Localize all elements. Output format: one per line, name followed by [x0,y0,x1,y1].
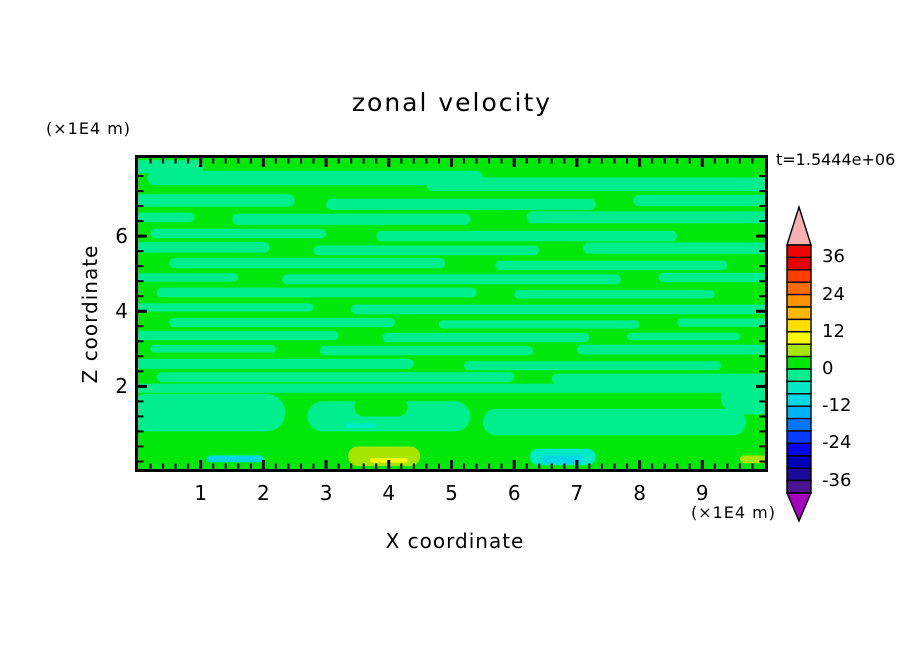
y-tick-label: 6 [115,224,128,249]
x-tick-label: 8 [633,481,646,505]
colorbar-segment [786,393,812,407]
x-axis-title: X coordinate [385,529,525,553]
contour-band [348,446,421,466]
contour-band [514,290,715,299]
colorbar-segment [786,380,812,395]
y-axis-unit-label: (×1E4 m) [46,119,132,138]
colorbar-over-arrow [786,205,812,246]
colorbar-segment [786,479,812,494]
contour-band [438,320,640,329]
contour-band [169,258,446,269]
y-tick-label: 4 [115,299,128,324]
timestamp-label: t=1.5444e+06 [776,150,896,169]
contour-field-svg [138,158,765,469]
colorbar-segment [786,455,812,469]
contour-band [138,383,765,393]
contour-band [551,373,765,385]
contour-band [542,455,584,464]
colorbar: 36 24 12 0 -12 -24 -36 [786,205,876,525]
contour-band [351,304,765,315]
chart-title: zonal velocity [351,88,553,117]
colorbar-label: 12 [822,320,845,342]
contour-band [721,380,765,415]
contour-plot-area [135,155,768,472]
contour-band [138,212,195,223]
x-tick-label: 3 [319,481,333,505]
contour-band [464,361,722,371]
x-tick-label: 9 [695,481,709,505]
contour-band [658,272,765,282]
contour-band [583,242,765,254]
colorbar-segment [786,467,812,482]
colorbar-segment [786,244,812,259]
x-tick-label: 6 [507,481,521,505]
colorbar-segment [786,318,812,333]
colorbar-label: -36 [822,469,852,491]
contour-band [138,331,339,341]
contour-band [677,318,765,327]
colorbar-segment [786,442,812,457]
x-tick-label: 7 [570,481,584,505]
colorbar-label: 24 [822,283,845,305]
contour-band [156,372,515,382]
contour-band [326,198,596,210]
contour-band [627,332,740,341]
contour-band [156,287,477,298]
contour-band [138,303,314,312]
contour-band [206,455,264,463]
contour-band [344,423,377,429]
x-tick-label: 5 [445,481,458,505]
contour-band [169,318,396,328]
colorbar-segment [786,430,812,445]
colorbar-segment [786,306,812,321]
contour-band [382,333,590,343]
contour-band [376,230,678,242]
colorbar-segment [786,417,812,432]
contour-band [354,397,408,417]
colorbar-segment [786,281,812,296]
contour-band [150,345,276,353]
colorbar-segment [786,343,812,358]
colorbar-label: -12 [822,395,852,417]
contour-band [495,260,728,271]
y-tick-label: 2 [115,374,128,399]
contour-band [232,213,471,225]
contour-band [282,274,621,285]
contour-band [150,228,327,239]
colorbar-under-arrow [786,492,813,523]
contour-band [138,358,414,369]
contour-band [426,177,765,192]
contour-band [147,170,483,186]
contour-band [526,211,765,224]
colorbar-label: 0 [822,358,834,379]
x-tick-label: 2 [257,481,270,505]
colorbar-segment [786,355,812,370]
colorbar-segment [786,405,812,420]
x-axis-unit-label: (×1E4 m) [690,503,776,522]
colorbar-label: -24 [822,432,852,454]
contour-band [739,455,765,463]
x-tick-label: 1 [194,481,208,505]
contour-band [138,273,239,282]
colorbar-segment [786,293,812,308]
colorbar-label: 36 [822,246,845,268]
colorbar-svg [786,205,813,523]
contour-band [633,194,765,207]
contour-band [313,245,540,256]
x-tick-label: 4 [382,481,396,505]
contour-band [138,194,295,207]
contour-band [576,344,765,355]
colorbar-segment [786,368,812,383]
contour-band [319,346,534,356]
colorbar-segment [786,269,812,283]
contour-band [138,242,270,253]
colorbar-segment [786,331,812,345]
colorbar-segment [786,256,812,271]
contour-band [482,408,747,436]
contour-band [138,393,286,432]
